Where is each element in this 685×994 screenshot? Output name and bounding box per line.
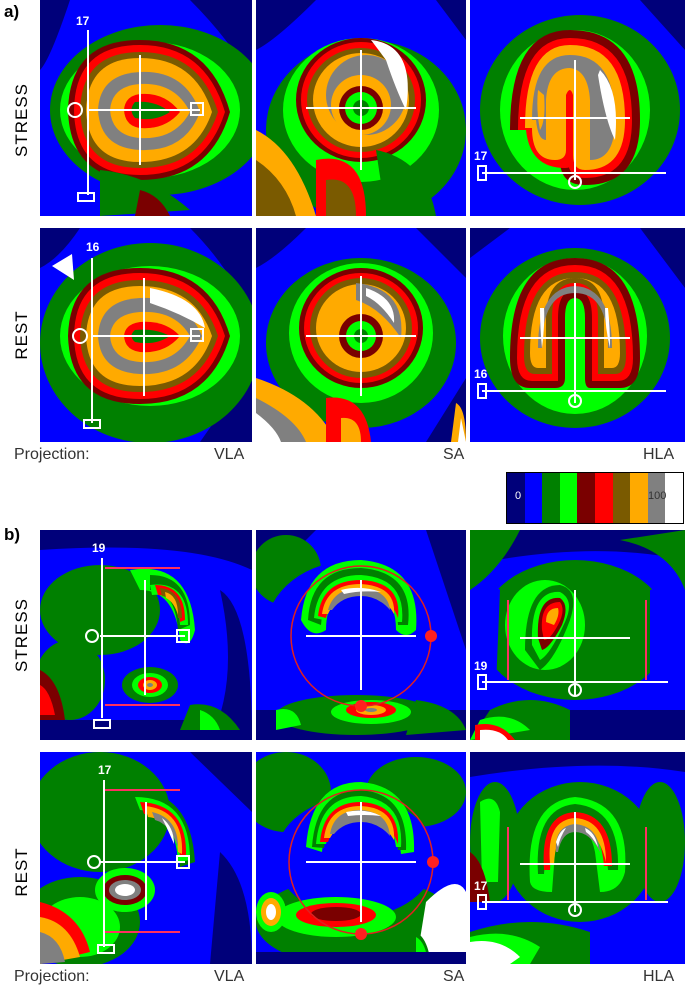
slice-number-a-stress-hla: 17 (474, 149, 488, 163)
row-label-a-rest: REST (12, 310, 31, 360)
image-b-rest-sa (256, 752, 466, 964)
image-a-stress-sa (256, 0, 466, 216)
slice-number-a-rest-vla: 16 (86, 240, 100, 254)
projection-label-b: Projection: (14, 968, 90, 985)
projection-hla-b: HLA (643, 968, 675, 985)
projection-label-a: Projection: (14, 446, 90, 463)
image-b-stress-sa (256, 530, 466, 740)
color-scale-swatch (665, 473, 683, 523)
row-label-b-stress: STRESS (12, 597, 31, 673)
color-scale-swatch (630, 473, 648, 523)
image-b-stress-hla: 19 (470, 530, 685, 740)
color-scale-swatch (542, 473, 560, 523)
slice-number-b-rest-hla: 17 (474, 879, 488, 893)
image-b-rest-vla: 17 (40, 752, 252, 964)
color-scale-bar (506, 472, 684, 524)
slice-number-a-stress-vla: 17 (76, 14, 90, 28)
color-scale-swatch (612, 473, 631, 523)
color-scale-swatch (577, 473, 595, 523)
color-scale-min-label: 0 (515, 490, 522, 502)
image-a-stress-vla: 17 (40, 0, 252, 216)
image-a-stress-hla: 17 (470, 0, 685, 216)
projection-sa-a: SA (443, 446, 465, 463)
projection-vla-a: VLA (214, 446, 245, 463)
slice-number-b-stress-vla: 19 (92, 541, 106, 555)
projection-hla-a: HLA (643, 446, 675, 463)
image-a-rest-vla: 16 (40, 228, 252, 442)
color-scale-swatch (524, 473, 543, 523)
panel-b-label: b) (4, 525, 21, 544)
slice-number-b-stress-hla: 19 (474, 659, 488, 673)
row-label-a-stress: STRESS (12, 82, 31, 158)
projection-sa-b: SA (443, 968, 465, 985)
image-b-rest-hla: 17 (470, 752, 685, 964)
color-scale-swatch (647, 473, 666, 523)
projection-vla-b: VLA (214, 968, 245, 985)
image-a-rest-hla: 16 (470, 228, 685, 442)
panel-a-label: a) (4, 2, 20, 21)
color-scale-swatch (559, 473, 578, 523)
slice-number-a-rest-hla: 16 (474, 367, 488, 381)
color-scale-swatch (507, 473, 525, 523)
image-a-rest-sa (256, 228, 466, 442)
image-b-stress-vla: 19 (40, 530, 252, 740)
color-scale-swatch (594, 473, 613, 523)
row-label-b-rest: REST (12, 847, 31, 897)
color-scale-max-label: 100 (648, 490, 667, 502)
slice-number-b-rest-vla: 17 (98, 763, 112, 777)
